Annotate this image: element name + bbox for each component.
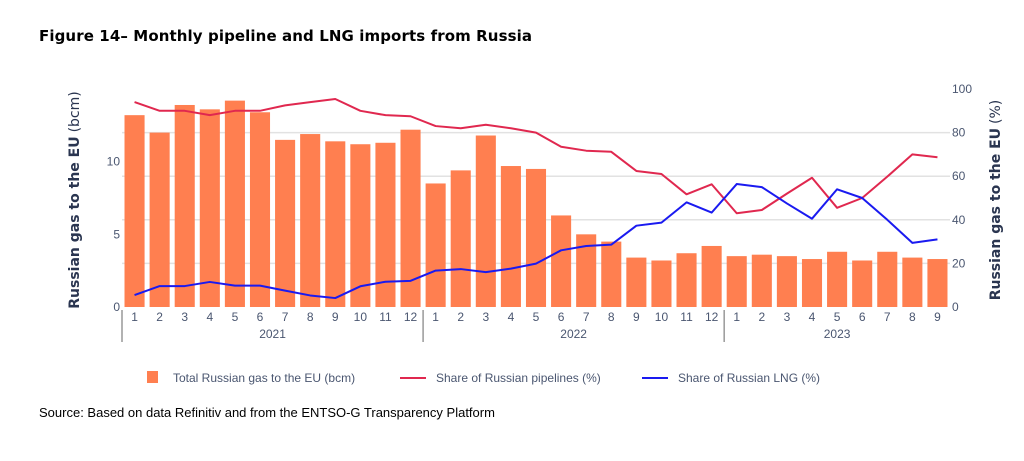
right-tick-label: 20 [952,256,966,270]
x-tick-label: 6 [558,310,565,324]
x-tick-label: 7 [884,310,891,324]
x-tick-label: 3 [784,310,791,324]
bar [601,241,622,307]
x-tick-label: 8 [909,310,916,324]
bar [551,215,572,307]
source-note: Source: Based on data Refinitiv and from… [39,405,495,420]
x-tick-label: 5 [533,310,540,324]
right-tick-label: 100 [952,82,972,96]
x-tick-label: 3 [181,310,188,324]
lines [134,98,938,300]
bars [124,100,948,308]
x-tick-label: 10 [655,310,669,324]
x-tick-label: 5 [834,310,841,324]
x-tick-label: 4 [206,310,213,324]
x-tick-label: 2 [457,310,464,324]
left-tick-label: 10 [107,155,121,169]
bar [325,141,346,307]
bar [525,168,547,307]
pipelines-line [134,98,938,215]
bar [124,115,145,307]
legend: Total Russian gas to the EU (bcm) Share … [147,371,820,385]
bar [626,257,647,307]
bar [927,259,948,307]
x-tick-label: 6 [257,310,264,324]
bar [199,109,220,307]
x-tick-label: 11 [379,310,392,324]
right-tick-label: 80 [952,126,966,140]
x-tick-label: 4 [508,310,515,324]
bar [877,251,898,307]
legend-label-pipelines: Share of Russian pipelines (%) [436,371,601,385]
x-tick-label: 6 [859,310,866,324]
right-tick-label: 0 [952,300,959,314]
left-axis-title: Russian gas to the EU(bcm) [67,91,83,308]
bar [300,134,321,307]
year-label: 2021 [259,327,286,341]
bar [776,256,797,307]
bar [902,257,923,307]
bar [852,260,873,307]
bar [224,100,245,307]
x-tick-label: 3 [482,310,489,324]
x-tick-label: 7 [282,310,289,324]
x-tick-label: 9 [332,310,339,324]
bar [350,144,371,307]
figure-title: Figure 14– Monthly pipeline and LNG impo… [39,27,533,45]
legend-label-bars: Total Russian gas to the EU (bcm) [173,371,355,385]
x-tick-label: 1 [733,310,740,324]
x-tick-label: 12 [404,310,418,324]
right-tick-label: 40 [952,213,966,227]
bar [827,251,848,307]
x-tick-label: 8 [307,310,314,324]
bar [701,245,722,307]
x-tick-label: 8 [608,310,615,324]
x-tick-label: 2 [758,310,765,324]
bar [651,260,672,307]
bar [751,254,772,307]
right-axis-title: Russian gas to the EU(%) [988,100,1004,301]
x-tick-label: 2 [156,310,163,324]
x-tick-label: 12 [705,310,719,324]
bar [149,132,170,307]
x-tick-label: 9 [633,310,640,324]
bar [475,135,496,307]
left-tick-label: 5 [113,227,120,241]
bar [275,139,296,307]
bar [576,234,597,307]
x-tick-label: 5 [232,310,239,324]
bar [425,183,446,307]
lng-line [134,183,938,300]
x-tick-label: 1 [131,310,138,324]
bar [726,256,747,307]
legend-label-lng: Share of Russian LNG (%) [678,371,820,385]
bar [801,259,823,307]
bar [400,129,421,307]
right-tick-label: 60 [952,169,966,183]
x-tick-label: 9 [934,310,941,324]
bar [500,166,521,307]
left-tick-label: 0 [113,300,120,314]
x-tick-label: 4 [809,310,816,324]
x-tick-label: 7 [583,310,590,324]
year-label: 2022 [560,327,587,341]
bar [174,104,195,307]
bar [450,170,471,307]
x-tick-label: 1 [432,310,439,324]
bar [375,142,396,307]
x-tick-label: 10 [354,310,368,324]
legend-swatch-bars [147,371,158,383]
bar [249,112,271,308]
bar [676,253,697,307]
x-tick-label: 11 [680,310,693,324]
year-label: 2023 [824,327,851,341]
